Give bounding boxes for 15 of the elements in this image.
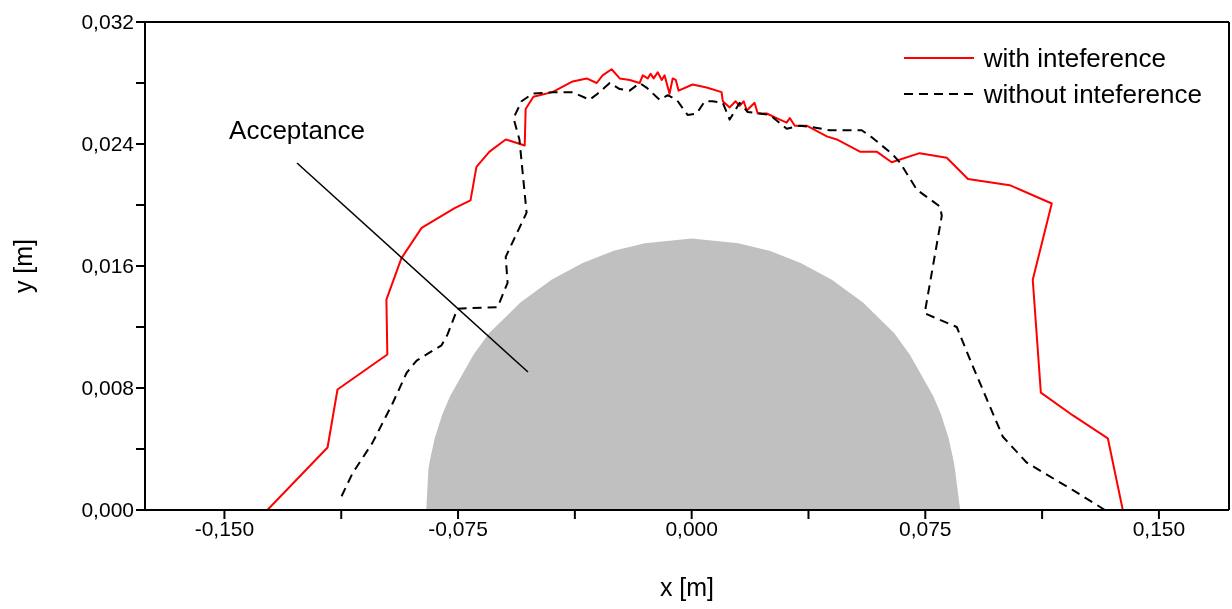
y-tick-label: 0,008 <box>81 376 134 400</box>
x-axis-title: x [m] <box>659 573 715 601</box>
y-tick-label: 0,032 <box>81 10 134 34</box>
x-tick-label: -0,150 <box>194 516 255 540</box>
x-tick-label: 0,000 <box>665 516 718 540</box>
y-axis-title: y [m] <box>9 238 37 294</box>
y-tick-label: 0,016 <box>81 254 134 278</box>
x-tick-label: -0,075 <box>428 516 488 540</box>
legend-label: without inteference <box>983 78 1202 111</box>
y-tick-label: 0,024 <box>81 132 135 156</box>
x-tick-label: 0,150 <box>1132 516 1186 540</box>
legend-label: with inteference <box>983 42 1166 75</box>
y-tick-label: 0,000 <box>81 498 134 522</box>
annotation: Acceptance <box>229 115 365 145</box>
x-tick-label: 0,075 <box>899 516 952 540</box>
